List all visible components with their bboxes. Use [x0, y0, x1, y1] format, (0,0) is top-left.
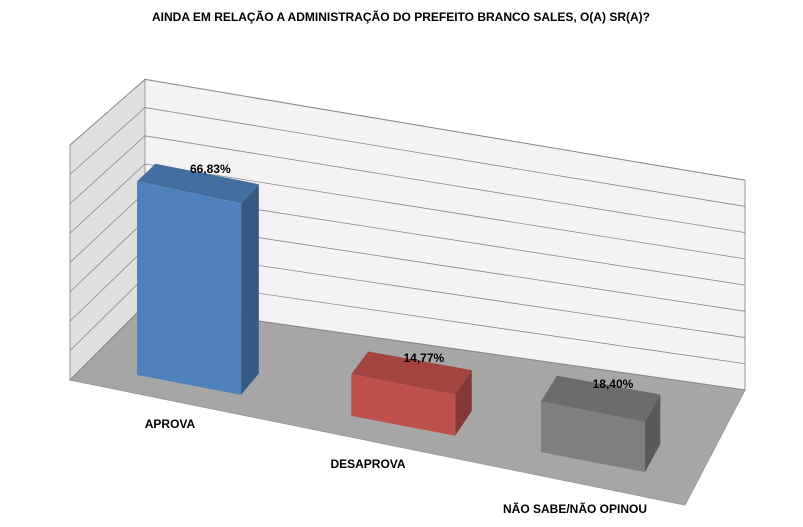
bar-top — [540, 375, 661, 422]
chart-title: AINDA EM RELAÇÃO A ADMINISTRAÇÃO DO PREF… — [152, 9, 650, 24]
bar-top — [137, 163, 259, 204]
value-label: 18,40% — [593, 377, 634, 391]
x-tick-label: APROVA — [145, 417, 196, 431]
bar-front — [137, 181, 242, 395]
grid-line — [69, 135, 746, 234]
value-label: 66,83% — [190, 162, 231, 176]
x-tick-label: NÃO SABE/NÃO OPINOU — [503, 501, 647, 516]
grid-line — [69, 107, 746, 207]
grid-line — [69, 78, 746, 181]
grid-line — [69, 163, 746, 260]
x-tick-label: DESAPROVA — [330, 457, 405, 471]
bar-front — [351, 374, 456, 436]
value-label: 14,77% — [403, 351, 444, 365]
bar-front — [540, 401, 645, 473]
bar-side — [644, 394, 661, 473]
bar-side — [455, 370, 472, 436]
bar-side — [241, 184, 259, 395]
bar-top — [351, 351, 472, 395]
